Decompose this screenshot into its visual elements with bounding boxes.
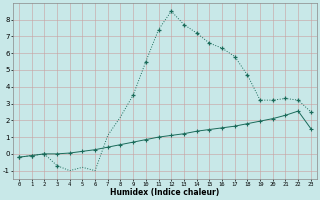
X-axis label: Humidex (Indice chaleur): Humidex (Indice chaleur) [110,188,220,197]
